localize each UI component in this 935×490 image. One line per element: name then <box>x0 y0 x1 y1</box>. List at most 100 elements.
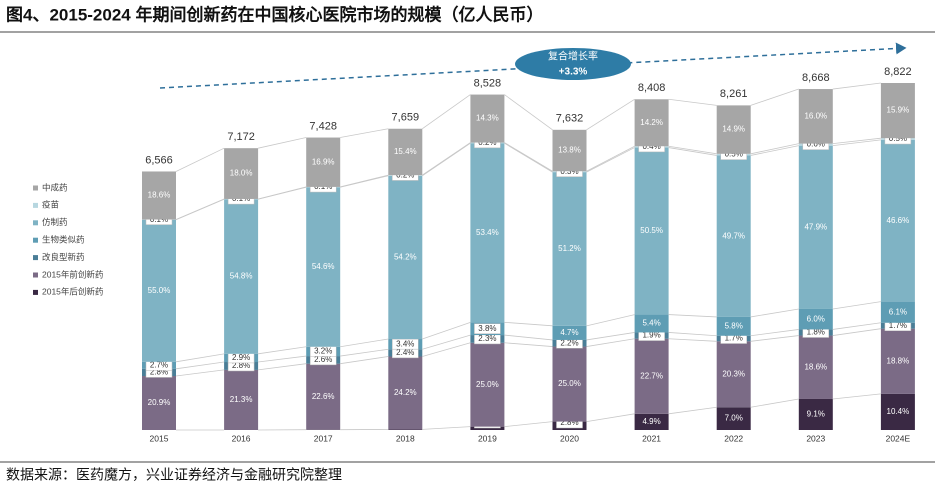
data-label: 2.8% <box>560 418 578 427</box>
total-label: 7,659 <box>392 112 420 124</box>
connector-line <box>258 355 307 363</box>
connector-line <box>668 332 717 337</box>
total-label: 7,632 <box>556 113 584 125</box>
connector-line <box>586 413 635 422</box>
bar-segment <box>306 363 341 430</box>
bar-segment <box>716 341 751 408</box>
connector-line <box>258 186 307 200</box>
data-label: 2.7% <box>150 360 168 369</box>
bar-segment <box>798 335 833 399</box>
data-label: 3.2% <box>314 347 332 356</box>
connector-line <box>750 143 799 155</box>
connector-line <box>750 335 799 342</box>
connector-line <box>504 421 553 428</box>
connector-line <box>586 147 635 173</box>
x-tick-label: 2023 <box>806 433 825 443</box>
label-box <box>474 323 501 334</box>
legend-marker <box>33 255 38 261</box>
data-label: 0.4% <box>642 142 660 151</box>
x-tick-label: 2016 <box>232 433 251 443</box>
connector-line <box>258 363 307 371</box>
legend-marker <box>33 220 38 226</box>
connector-line <box>175 147 225 172</box>
data-label: 15.4% <box>394 147 417 156</box>
data-label: 13.8% <box>558 146 581 155</box>
connector-line <box>422 142 471 177</box>
bar-segment <box>142 376 176 430</box>
bar-segment <box>716 316 751 336</box>
legend-label: 改良型新药 <box>42 252 85 262</box>
x-tick-label: 2022 <box>724 433 743 443</box>
data-label: 0.5% <box>889 134 907 143</box>
connector-line <box>258 346 307 355</box>
connector-line <box>668 338 717 342</box>
bar-segment <box>880 83 915 139</box>
connector-line <box>668 406 717 415</box>
connector-line <box>750 88 799 106</box>
data-label: 20.3% <box>722 369 745 378</box>
data-label: 51.2% <box>558 244 581 253</box>
bar-segment <box>388 175 423 340</box>
connector-line <box>340 348 389 357</box>
data-label: 2.4% <box>396 348 414 357</box>
data-label: 21.3% <box>230 395 253 404</box>
connector-line <box>586 98 635 131</box>
bar-segment <box>552 346 587 422</box>
connector-line <box>175 361 225 370</box>
legend-label: 2015年前创新药 <box>42 269 103 279</box>
legend-marker <box>33 185 38 191</box>
data-label: 2.8% <box>150 368 168 377</box>
legend-label: 中成药 <box>42 182 68 192</box>
bar-segment <box>880 393 915 430</box>
bar-segment <box>470 426 505 430</box>
total-label: 8,822 <box>884 66 912 78</box>
data-label: 18.6% <box>148 191 171 200</box>
connector-line <box>422 342 471 357</box>
data-label: 1.7% <box>725 334 743 343</box>
bar-segment <box>634 147 669 315</box>
x-tick-label: 2017 <box>314 433 333 443</box>
data-label: 7.0% <box>725 414 743 423</box>
connector-line <box>422 334 471 350</box>
connector-line <box>258 137 307 149</box>
total-label: 7,172 <box>227 131 255 143</box>
bar-segment <box>470 342 505 427</box>
data-label: 14.3% <box>476 114 499 123</box>
connector-line <box>750 329 799 337</box>
total-label: 7,428 <box>309 121 337 133</box>
connector-line <box>668 314 717 318</box>
connector-line <box>422 321 471 340</box>
data-label: 1.9% <box>642 331 660 340</box>
x-tick-label: 2024E <box>886 433 911 443</box>
connector-line <box>832 82 881 90</box>
connector-line <box>832 322 881 330</box>
x-tick-label: 2018 <box>396 433 415 443</box>
legend-marker <box>33 272 38 278</box>
bar-segment <box>470 143 505 323</box>
data-label: 2.9% <box>232 353 250 362</box>
bar-segment <box>224 148 259 199</box>
data-label: 46.6% <box>887 216 910 225</box>
data-label: 16.0% <box>804 111 827 120</box>
data-label: 55.0% <box>148 286 171 295</box>
connector-line <box>504 334 553 341</box>
bar-segment <box>716 155 751 317</box>
data-label: 16.9% <box>312 157 335 166</box>
connector-line <box>175 369 225 377</box>
bar-segment <box>552 325 587 340</box>
legend-marker <box>33 202 38 208</box>
connector-line <box>750 398 799 408</box>
data-label: 18.0% <box>230 169 253 178</box>
bar-segment <box>716 407 751 430</box>
data-label: 22.7% <box>640 371 663 380</box>
connector-line <box>586 332 635 341</box>
data-label: 10.4% <box>887 407 910 416</box>
total-label: 8,408 <box>638 82 666 94</box>
annotation-bubble <box>515 48 631 80</box>
connector-line <box>504 94 553 131</box>
total-label: 8,261 <box>720 88 748 100</box>
connector-line <box>832 137 881 145</box>
connector-line <box>422 142 471 176</box>
data-label: 2.2% <box>560 338 578 347</box>
